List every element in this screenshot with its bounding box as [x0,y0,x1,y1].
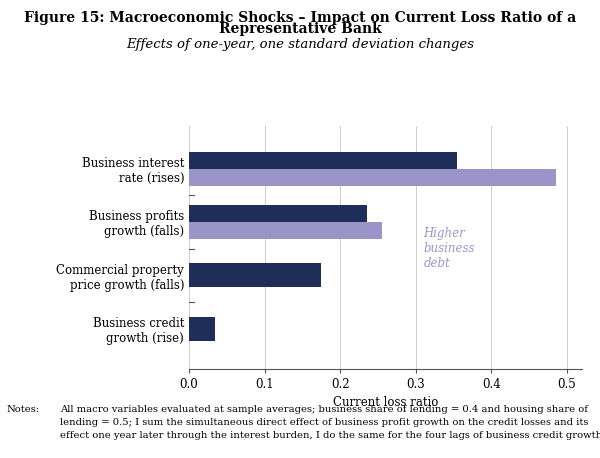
Bar [189,152,457,169]
Text: Notes:: Notes: [6,405,39,414]
Text: Effects of one-year, one standard deviation changes: Effects of one-year, one standard deviat… [126,38,474,50]
Text: Representative Bank: Representative Bank [218,22,382,36]
Bar [189,316,215,341]
Text: Figure 15: Macroeconomic Shocks – Impact on Current Loss Ratio of a: Figure 15: Macroeconomic Shocks – Impact… [24,11,576,26]
Text: effect one year later through the interest burden, I do the same for the four la: effect one year later through the intere… [60,431,600,440]
Bar [189,222,382,239]
Text: All macro variables evaluated at sample averages; business share of lending = 0.: All macro variables evaluated at sample … [60,405,588,414]
Bar [189,205,367,222]
X-axis label: Current loss ratio: Current loss ratio [333,396,438,409]
Text: Higher
business
debt: Higher business debt [423,227,475,270]
Bar [189,169,556,185]
Bar [189,263,321,287]
Text: lending = 0.5; I sum the simultaneous direct effect of business profit growth on: lending = 0.5; I sum the simultaneous di… [60,418,589,427]
